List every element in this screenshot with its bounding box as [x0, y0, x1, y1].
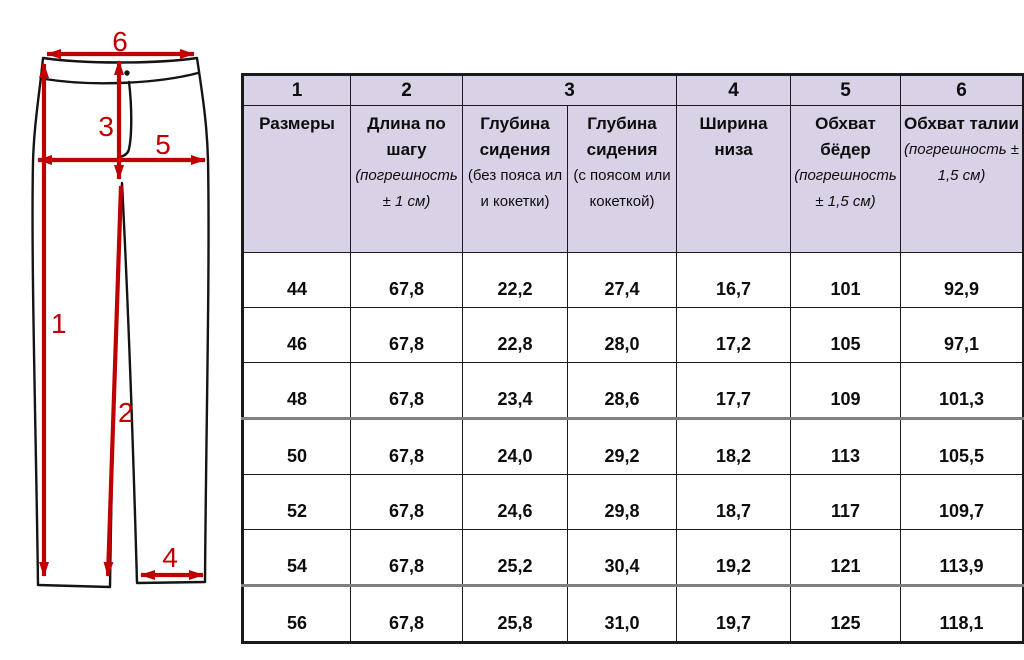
value-cell: 121 — [790, 529, 902, 586]
header-title: Обхват талии — [904, 114, 1019, 133]
size-cell: 54 — [242, 529, 351, 586]
header-note: (погрешность ± 1 см) — [355, 167, 458, 210]
header-cell-seat-depth-no-belt: Глубина сидения (без пояса или кокетки) — [462, 105, 568, 253]
value-cell: 24,6 — [462, 474, 568, 530]
measure-label-1: 1 — [51, 308, 67, 339]
header-title: Ширина низа — [699, 114, 768, 159]
value-cell: 67,8 — [350, 362, 463, 419]
value-cell: 109,7 — [900, 474, 1024, 530]
button-dot — [124, 70, 130, 76]
value-cell: 28,0 — [566, 307, 678, 363]
measure-label-3: 3 — [98, 111, 114, 142]
header-note: (погрешность ± 1,5 см) — [904, 141, 1020, 184]
value-cell: 67,8 — [350, 474, 463, 530]
header-cell-seat-depth-with-belt: Глубина сидения (с поясом или кокеткой) — [566, 105, 678, 253]
value-cell: 113 — [790, 417, 902, 475]
value-cell: 118,1 — [900, 584, 1024, 643]
value-cell: 23,4 — [462, 362, 568, 419]
header-title: Размеры — [259, 114, 335, 133]
value-cell: 105 — [790, 307, 902, 363]
value-cell: 67,8 — [350, 417, 463, 475]
header-cell-sizes: Размеры — [242, 105, 351, 253]
size-cell: 50 — [242, 417, 351, 475]
value-cell: 67,8 — [350, 529, 463, 586]
size-table: 1 2 3 4 5 6 Размеры Длина по шагу (погре… — [241, 73, 1024, 644]
value-cell: 19,2 — [676, 529, 792, 586]
table-row-size-44: 44 67,8 22,2 27,4 16,7 101 92,9 — [242, 252, 1024, 308]
column-number-cell: 1 — [242, 74, 351, 106]
value-cell: 105,5 — [900, 417, 1024, 475]
value-cell: 24,0 — [462, 417, 568, 475]
column-number-cell: 3 — [461, 74, 678, 106]
value-cell: 67,8 — [350, 307, 463, 363]
value-cell: 29,2 — [566, 417, 678, 475]
header-title: Глубина сидения — [586, 114, 658, 159]
fly-line — [118, 80, 133, 159]
measure-label-2: 2 — [118, 397, 134, 428]
header-note: (без пояса или кокетки) — [467, 167, 563, 210]
header-title: Обхват бёдер — [815, 114, 876, 159]
column-number-cell: 4 — [676, 74, 792, 106]
value-cell: 101,3 — [900, 362, 1024, 419]
header-cell-hem-width: Ширина низа — [676, 105, 792, 253]
header-note: (с поясом или кокеткой) — [573, 167, 671, 210]
value-cell: 92,9 — [900, 252, 1024, 308]
measure-label-6: 6 — [112, 26, 128, 57]
table-row-size-50: 50 67,8 24,0 29,2 18,2 113 105,5 — [242, 417, 1024, 475]
table-row-size-56: 56 67,8 25,8 31,0 19,7 125 118,1 — [242, 584, 1024, 643]
header-cell-waist-girth: Обхват талии (погрешность ± 1,5 см) — [900, 105, 1024, 253]
header-row: Размеры Длина по шагу (погрешность ± 1 с… — [242, 105, 1024, 253]
column-number-cell: 6 — [900, 74, 1024, 106]
column-number-cell: 2 — [350, 74, 463, 106]
value-cell: 19,7 — [676, 584, 792, 643]
value-cell: 31,0 — [566, 584, 678, 643]
arrow-2-inseam-length — [103, 185, 124, 577]
table-row-size-48: 48 67,8 23,4 28,6 17,7 109 101,3 — [242, 362, 1024, 419]
value-cell: 22,8 — [462, 307, 568, 363]
value-cell: 25,2 — [462, 529, 568, 586]
size-cell: 44 — [242, 252, 351, 308]
size-cell: 46 — [242, 307, 351, 363]
value-cell: 25,8 — [462, 584, 568, 643]
table-row-size-46: 46 67,8 22,8 28,0 17,2 105 97,1 — [242, 307, 1024, 363]
column-number-row: 1 2 3 4 5 6 — [242, 74, 1024, 106]
value-cell: 67,8 — [350, 252, 463, 308]
measure-label-5: 5 — [155, 129, 171, 160]
measure-label-4: 4 — [162, 542, 178, 573]
table-row-size-52: 52 67,8 24,6 29,8 18,7 117 109,7 — [242, 474, 1024, 530]
header-title: Длина по шагу — [367, 114, 446, 159]
table-row-size-54: 54 67,8 25,2 30,4 19,2 121 113,9 — [242, 529, 1024, 586]
value-cell: 29,8 — [566, 474, 678, 530]
header-note: (погрешность ± 1,5 см) — [794, 167, 897, 210]
size-cell: 48 — [242, 362, 351, 419]
column-number-cell: 5 — [790, 74, 902, 106]
value-cell: 27,4 — [566, 252, 678, 308]
value-cell: 17,7 — [676, 362, 792, 419]
size-cell: 52 — [242, 474, 351, 530]
header-title: Глубина сидения — [479, 114, 551, 159]
value-cell: 17,2 — [676, 307, 792, 363]
value-cell: 109 — [790, 362, 902, 419]
value-cell: 67,8 — [350, 584, 463, 643]
value-cell: 125 — [790, 584, 902, 643]
value-cell: 22,2 — [462, 252, 568, 308]
value-cell: 16,7 — [676, 252, 792, 308]
value-cell: 18,2 — [676, 417, 792, 475]
value-cell: 28,6 — [566, 362, 678, 419]
header-cell-hip-girth: Обхват бёдер (погрешность ± 1,5 см) — [790, 105, 902, 253]
size-cell: 56 — [242, 584, 351, 643]
value-cell: 117 — [790, 474, 902, 530]
header-cell-inseam: Длина по шагу (погрешность ± 1 см) — [350, 105, 463, 253]
waistband-line — [43, 71, 200, 85]
value-cell: 97,1 — [900, 307, 1024, 363]
value-cell: 18,7 — [676, 474, 792, 530]
trousers-measurement-diagram: 6 3 5 1 2 4 — [31, 26, 210, 589]
value-cell: 101 — [790, 252, 902, 308]
value-cell: 30,4 — [566, 529, 678, 586]
trousers-outline — [31, 56, 210, 589]
value-cell: 113,9 — [900, 529, 1024, 586]
